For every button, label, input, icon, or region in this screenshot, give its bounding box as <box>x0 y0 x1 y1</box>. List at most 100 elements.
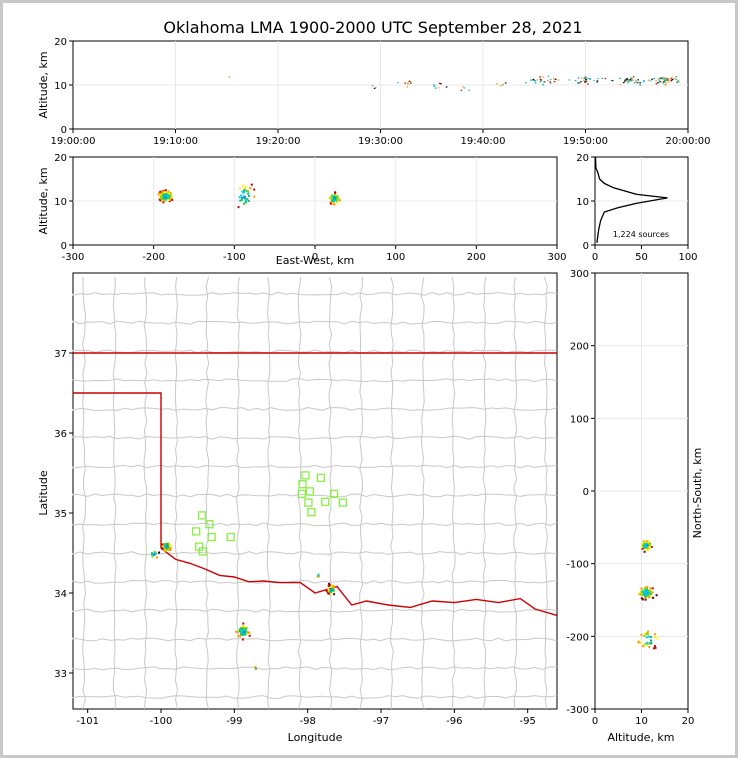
time-height-source <box>534 80 536 82</box>
county-line <box>72 464 558 469</box>
time-height-source <box>397 82 399 84</box>
time-height-source <box>676 81 679 83</box>
time-height-source <box>409 81 412 83</box>
ns-height-source <box>650 635 653 638</box>
ns-height-source <box>644 598 647 601</box>
plan-view-map: -101 -100 -99 -98 -97 -96 -95 33 34 35 36 37 Latitu… <box>37 272 558 744</box>
time-height-source <box>628 78 630 81</box>
ew-height-source <box>159 199 162 202</box>
county-line <box>72 579 558 584</box>
time-height-source <box>675 76 678 78</box>
ew-height-source <box>249 187 252 190</box>
time-height-source <box>622 82 625 84</box>
ns-height-source <box>640 591 643 594</box>
time-height-source <box>404 82 407 84</box>
map-source <box>238 630 241 633</box>
map-source <box>248 631 251 634</box>
time-height-source <box>534 82 537 84</box>
ew-height-source <box>331 194 334 197</box>
time-height-source <box>636 82 639 84</box>
lma-sensor-marker <box>307 508 316 517</box>
county-line <box>72 551 558 556</box>
ns-height-source <box>644 595 647 598</box>
ew-height-source <box>164 189 167 192</box>
time-height-source <box>542 76 544 78</box>
ew-height-ylabel: Altitude, km <box>37 167 50 234</box>
time-height-source <box>584 77 586 80</box>
time-height-source <box>406 86 409 88</box>
ew-height-source <box>244 197 247 200</box>
map-source <box>153 553 156 556</box>
time-height-source <box>585 79 587 81</box>
ew-height-source <box>332 195 335 198</box>
time-height-source <box>604 77 607 80</box>
time-height-source <box>661 77 663 80</box>
ns-height-source <box>646 643 649 646</box>
ew-height-source <box>163 191 166 194</box>
map-source <box>242 634 245 637</box>
map-source <box>254 665 257 668</box>
ew-height-source <box>171 198 174 201</box>
ns-height-source <box>645 595 648 598</box>
time-height-source <box>629 79 632 81</box>
ns-height-source <box>646 544 649 547</box>
map-source <box>162 547 165 550</box>
ns-height-source <box>645 541 648 544</box>
ew-height-panel: -300 -200 -100 0 100 200 300 0 10 20 Altitude, km… <box>37 153 567 267</box>
map-xtick: -100 <box>150 716 173 727</box>
time-height-source <box>658 80 660 82</box>
time-height-source <box>663 81 666 83</box>
time-height-source <box>619 77 621 79</box>
map-source <box>327 592 330 595</box>
ns-height-source <box>656 637 659 640</box>
ew-height-source <box>162 195 165 198</box>
map-source <box>329 589 332 592</box>
map-source <box>330 588 333 591</box>
map-ytick: 34 <box>54 589 67 600</box>
lma-sensor-marker <box>226 532 235 542</box>
map-source <box>329 591 332 594</box>
histogram-ytick: 0 <box>583 241 589 252</box>
ew-height-source <box>164 199 167 202</box>
map-source <box>154 552 157 555</box>
map-source <box>158 551 161 554</box>
ew-height-source <box>334 192 337 195</box>
time-height-source <box>664 84 667 86</box>
ns-height-source <box>641 547 644 550</box>
map-source <box>329 584 332 587</box>
ns-height-source <box>647 541 650 544</box>
ew-height-source <box>241 190 244 193</box>
map-source <box>330 592 333 595</box>
ns-height-source <box>645 542 648 545</box>
ns-height-source <box>650 641 653 644</box>
ew-height-source <box>334 197 337 200</box>
time-height-source <box>628 80 630 82</box>
ns-height-source <box>644 588 647 591</box>
time-height-xtick: 20:00:00 <box>666 136 711 147</box>
ns-height-source <box>643 592 646 595</box>
time-height-source <box>627 82 629 84</box>
ns-height-source <box>651 587 654 590</box>
time-height-source <box>574 79 577 82</box>
ns-height-source <box>643 643 646 646</box>
time-height-source <box>667 79 669 81</box>
time-height-source <box>547 75 550 77</box>
ew-height-source <box>239 199 242 202</box>
time-height-source <box>655 83 658 85</box>
ew-height-xtick: 300 <box>547 252 566 263</box>
time-height-source <box>543 81 545 83</box>
time-height-source <box>440 83 442 85</box>
histogram-line <box>594 156 668 243</box>
time-height-source <box>542 84 544 86</box>
time-height-source <box>577 81 579 84</box>
time-height-source <box>651 78 653 80</box>
ns-height-source <box>649 587 652 590</box>
ew-height-source <box>167 190 170 193</box>
ew-height-source <box>161 197 164 200</box>
time-height-source <box>434 87 437 89</box>
figure-canvas: Oklahoma LMA 1900-2000 UTC September 28,… <box>3 3 735 755</box>
time-height-source <box>665 79 668 82</box>
time-height-source <box>584 76 587 78</box>
time-height-xtick: 19:20:00 <box>256 136 301 147</box>
ns-height-source <box>638 591 641 594</box>
